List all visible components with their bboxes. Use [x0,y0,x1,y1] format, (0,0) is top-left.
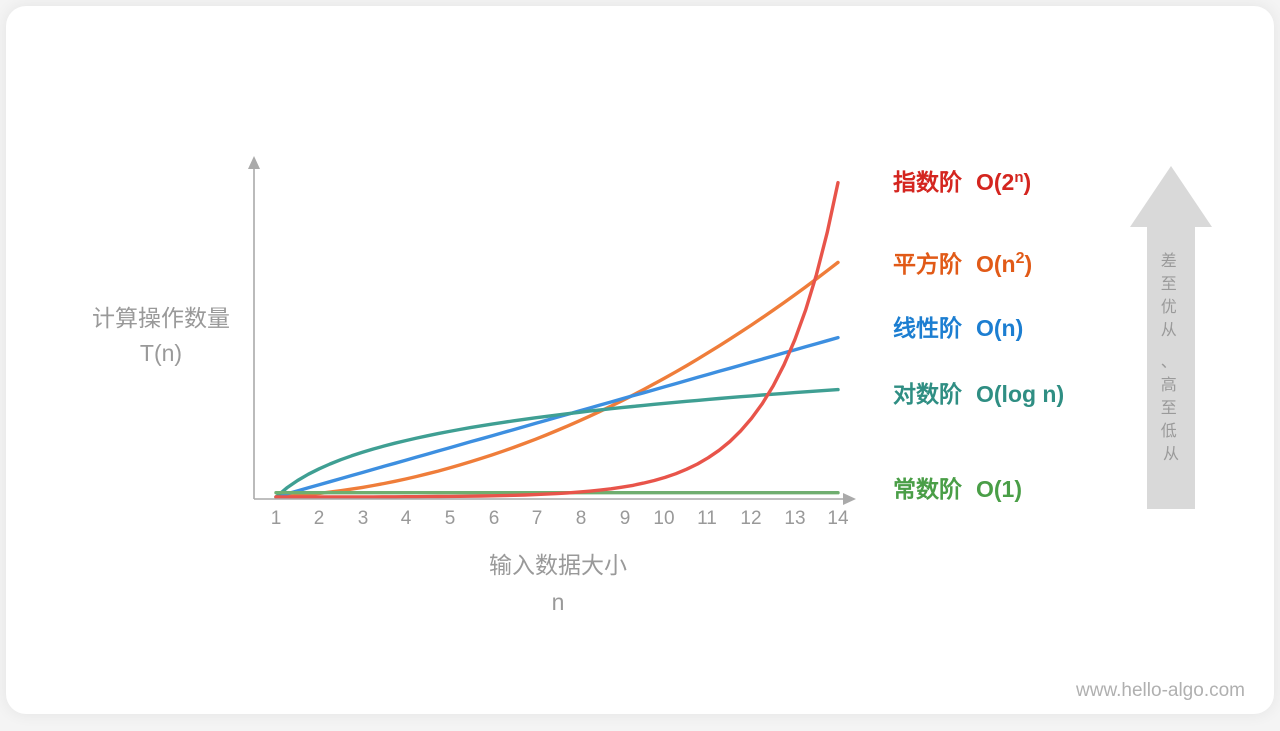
svg-text:4: 4 [401,508,412,529]
svg-text:8: 8 [576,508,587,529]
svg-text:差 至 优: 差 至 优 从 、 高 至 低 从 [1161,252,1181,463]
svg-text:对数阶: 对数阶 [893,381,962,407]
svg-text:O(n2): O(n2) [976,250,1032,277]
svg-text:14: 14 [827,508,849,529]
svg-text:O(1): O(1) [976,476,1022,502]
svg-text:线性阶: 线性阶 [893,315,962,341]
svg-text:12: 12 [740,508,761,529]
svg-text:3: 3 [358,508,369,529]
svg-text:6: 6 [489,508,500,529]
svg-text:9: 9 [620,508,631,529]
svg-text:计算操作数量: 计算操作数量 [92,305,230,331]
svg-text:13: 13 [784,508,805,529]
svg-text:10: 10 [653,508,674,529]
svg-text:n: n [552,589,565,615]
svg-text:11: 11 [697,508,717,529]
svg-text:常数阶: 常数阶 [893,476,962,502]
svg-text:平方阶: 平方阶 [893,251,962,277]
svg-text:O(n): O(n) [976,315,1023,341]
svg-text:O(log n): O(log n) [976,381,1064,407]
svg-text:www.hello-algo.com: www.hello-algo.com [1075,680,1245,701]
svg-text:7: 7 [532,508,543,529]
svg-text:输入数据大小: 输入数据大小 [489,552,627,578]
svg-text:2: 2 [314,508,325,529]
svg-text:T(n): T(n) [140,340,182,366]
svg-text:1: 1 [271,508,282,529]
svg-text:O(2n): O(2n) [976,169,1031,195]
svg-text:5: 5 [445,508,456,529]
svg-text:指数阶: 指数阶 [893,169,962,195]
